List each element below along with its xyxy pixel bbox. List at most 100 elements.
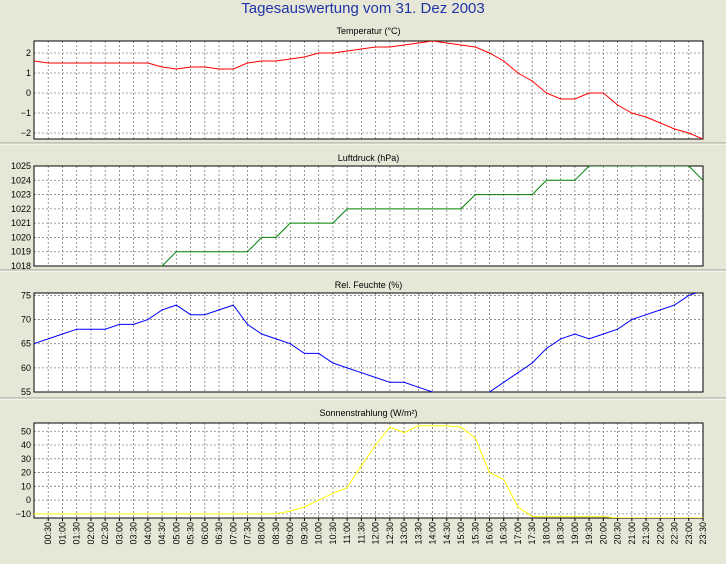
- y-tick-label: 1019: [11, 247, 31, 257]
- data-point: [588, 92, 590, 94]
- data-point: [645, 116, 647, 118]
- data-point: [261, 60, 263, 62]
- data-point: [417, 42, 419, 44]
- x-tick-label: 01:30: [72, 522, 82, 545]
- data-point: [560, 98, 562, 100]
- data-point: [133, 323, 135, 325]
- data-point: [446, 425, 448, 427]
- data-point: [275, 60, 277, 62]
- y-tick-label: −2: [21, 128, 31, 138]
- x-tick-label: 14:00: [428, 522, 438, 545]
- data-point: [246, 62, 249, 64]
- x-tick-label: 14:30: [442, 522, 452, 545]
- x-tick-label: 09:00: [285, 522, 295, 545]
- x-tick-label: 09:30: [299, 522, 309, 545]
- data-point: [275, 236, 277, 239]
- data-point: [275, 338, 277, 340]
- data-point: [588, 338, 590, 340]
- x-tick-label: 04:30: [157, 522, 167, 545]
- data-point: [431, 41, 434, 42]
- x-tick-label: 01:00: [57, 522, 67, 545]
- x-tick-label: 03:30: [129, 522, 139, 545]
- data-point: [318, 499, 320, 501]
- data-point: [702, 290, 703, 291]
- plot-frame: [33, 40, 704, 140]
- y-tick-label: 70: [21, 315, 31, 325]
- y-tick-label: 20: [21, 468, 31, 478]
- data-point: [360, 48, 362, 50]
- data-point: [545, 347, 548, 350]
- y-tick-label: 1021: [11, 218, 31, 228]
- data-point: [616, 517, 619, 518]
- data-point: [47, 62, 49, 64]
- data-point: [90, 328, 92, 330]
- data-point: [403, 381, 405, 383]
- data-point: [531, 80, 533, 82]
- x-tick-label: 10:30: [328, 522, 338, 545]
- data-point: [246, 251, 249, 253]
- data-point: [332, 362, 334, 364]
- x-tick-label: 20:30: [613, 522, 623, 545]
- data-point: [261, 236, 263, 239]
- data-point: [431, 425, 434, 427]
- data-point: [545, 179, 548, 181]
- data-point: [602, 92, 604, 94]
- y-tick-label: 75: [21, 290, 31, 300]
- data-point: [531, 193, 533, 196]
- x-tick-label: 22:00: [655, 522, 665, 545]
- x-tick-label: 02:30: [100, 522, 110, 545]
- data-point: [360, 465, 362, 467]
- series-line: [34, 293, 698, 392]
- x-tick-label: 16:30: [499, 522, 509, 545]
- data-point: [417, 386, 419, 388]
- plot-area: [34, 293, 703, 392]
- data-point: [318, 352, 320, 354]
- x-tick-label: 15:30: [470, 522, 480, 545]
- data-point: [232, 304, 234, 306]
- data-point: [503, 60, 505, 62]
- y-tick-label: −10: [16, 509, 31, 519]
- x-tick-label: 06:30: [214, 522, 224, 545]
- data-point: [161, 66, 163, 68]
- data-point: [631, 112, 633, 114]
- plot-frame: [33, 165, 704, 267]
- x-tick-label: 17:30: [527, 522, 537, 545]
- data-point: [218, 68, 220, 70]
- data-point: [61, 62, 64, 64]
- data-point: [318, 52, 320, 54]
- data-point: [574, 98, 576, 100]
- data-point: [446, 396, 447, 397]
- data-point: [659, 122, 661, 124]
- data-point: [161, 265, 163, 266]
- x-tick-label: 23:30: [698, 522, 708, 545]
- x-tick-label: 20:00: [598, 522, 608, 545]
- data-point: [488, 471, 491, 474]
- x-tick-label: 02:00: [86, 522, 96, 545]
- data-point: [389, 381, 391, 383]
- data-point: [460, 396, 461, 397]
- data-point: [517, 372, 519, 374]
- data-point: [261, 513, 263, 515]
- x-tick-label: 11:30: [356, 522, 366, 544]
- data-point: [189, 314, 192, 316]
- data-point: [275, 513, 277, 515]
- data-point: [90, 62, 92, 64]
- x-tick-label: 08:00: [257, 522, 267, 545]
- data-point: [346, 208, 348, 210]
- plot-frame: [33, 422, 704, 519]
- y-tick-label: 2: [26, 48, 31, 58]
- x-tick-label: 21:30: [641, 522, 651, 545]
- x-tick-label: 05:00: [171, 522, 181, 545]
- x-tick-label: 12:30: [385, 522, 395, 545]
- data-point: [133, 62, 135, 64]
- data-point: [702, 138, 703, 139]
- y-tick-label: 0: [26, 495, 31, 505]
- data-point: [346, 367, 348, 369]
- x-tick-label: 23:00: [684, 522, 694, 545]
- panel-title: Rel. Feuchte (%): [335, 280, 403, 290]
- y-tick-label: 65: [21, 339, 31, 349]
- data-point: [389, 46, 391, 48]
- panel-title: Luftdruck (hPa): [338, 153, 400, 163]
- data-point: [574, 333, 576, 335]
- data-point: [702, 517, 703, 518]
